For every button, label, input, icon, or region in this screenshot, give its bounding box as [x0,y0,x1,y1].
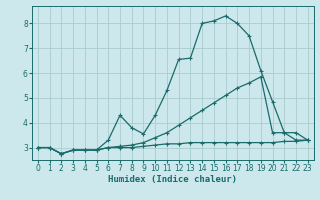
X-axis label: Humidex (Indice chaleur): Humidex (Indice chaleur) [108,175,237,184]
